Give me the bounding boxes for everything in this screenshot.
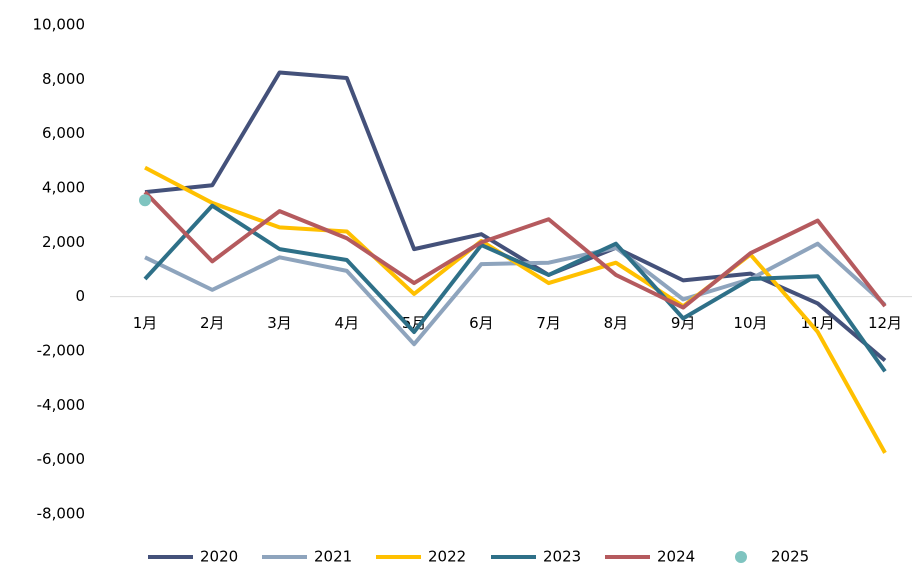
x-tick-label: 10月 bbox=[733, 314, 767, 332]
x-tick-label: 3月 bbox=[267, 314, 292, 332]
y-tick-label: 10,000 bbox=[33, 16, 86, 34]
legend-label: 2022 bbox=[428, 548, 466, 566]
y-tick-label: -8,000 bbox=[37, 505, 85, 523]
x-tick-label: 6月 bbox=[469, 314, 494, 332]
legend-marker bbox=[735, 551, 747, 563]
series-point bbox=[139, 194, 151, 207]
series-line bbox=[143, 203, 887, 373]
legend-label: 2020 bbox=[200, 548, 238, 566]
y-tick-label: 4,000 bbox=[42, 179, 85, 197]
y-tick-label: 6,000 bbox=[42, 124, 85, 142]
legend-label: 2024 bbox=[657, 548, 695, 566]
x-tick-label: 1月 bbox=[133, 314, 158, 332]
y-tick-label: -4,000 bbox=[37, 396, 85, 414]
y-tick-label: -2,000 bbox=[37, 342, 85, 360]
series-line bbox=[143, 190, 887, 310]
y-tick-label: 8,000 bbox=[42, 70, 85, 88]
legend-label: 2023 bbox=[543, 548, 581, 566]
x-tick-label: 8月 bbox=[604, 314, 629, 332]
legend-label: 2025 bbox=[771, 548, 809, 566]
x-tick-label: 7月 bbox=[536, 314, 561, 332]
x-tick-label: 12月 bbox=[868, 314, 902, 332]
y-tick-label: -6,000 bbox=[37, 450, 85, 468]
x-tick-label: 2月 bbox=[200, 314, 225, 332]
y-tick-label: 0 bbox=[75, 287, 85, 305]
y-tick-label: 2,000 bbox=[42, 233, 85, 251]
series-line bbox=[144, 70, 887, 363]
x-tick-label: 4月 bbox=[335, 314, 360, 332]
series-line bbox=[144, 165, 887, 454]
x-tick-label: 11月 bbox=[801, 314, 835, 332]
legend-label: 2021 bbox=[314, 548, 352, 566]
x-tick-label: 9月 bbox=[671, 314, 696, 332]
